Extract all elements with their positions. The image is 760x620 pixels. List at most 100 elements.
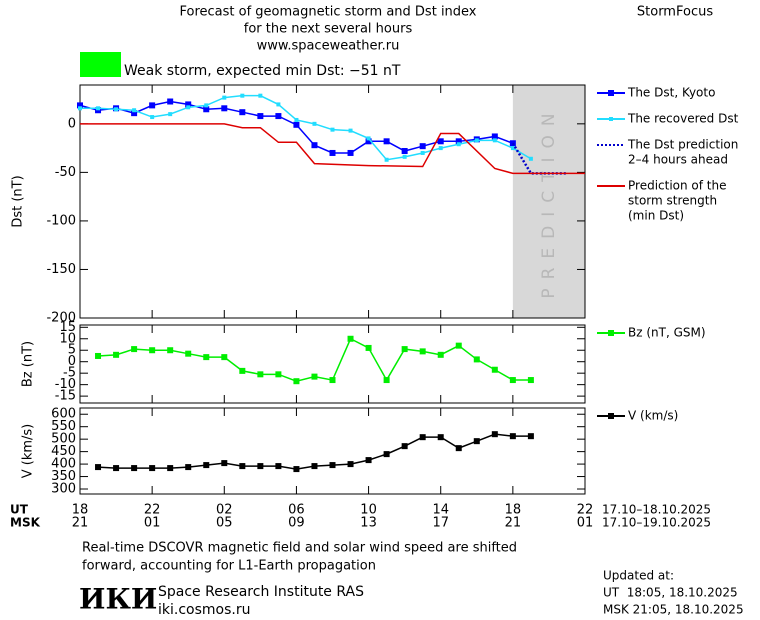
point — [96, 106, 101, 111]
x-tick-label: 02 — [216, 503, 233, 518]
point — [527, 377, 534, 384]
point — [473, 438, 480, 445]
point — [78, 106, 82, 111]
point — [167, 347, 174, 354]
point — [384, 157, 389, 162]
y-tick-label: 15 — [59, 320, 76, 335]
point — [168, 112, 173, 117]
x-tick-label-msk: 13 — [360, 516, 377, 531]
point — [330, 127, 335, 132]
point — [221, 354, 228, 361]
point — [276, 102, 281, 107]
point — [203, 462, 210, 469]
point — [509, 377, 516, 384]
legend-label: V (km/s) — [628, 409, 678, 423]
point — [294, 117, 299, 122]
title-line: Forecast of geomagnetic storm and Dst in… — [179, 5, 476, 20]
point — [311, 463, 318, 470]
point — [474, 138, 479, 143]
y-axis-label: V (km/s) — [21, 424, 36, 479]
plot-frame — [79, 324, 586, 404]
legend-label: Bz (nT, GSM) — [628, 326, 706, 340]
updated: UT 18:05, 18.10.2025 — [603, 586, 738, 600]
legend-marker — [609, 117, 613, 121]
y-tick-label: 0 — [68, 354, 76, 369]
x-tick-label: 22 — [577, 503, 594, 518]
point — [167, 98, 174, 105]
point — [347, 335, 354, 342]
legend-marker — [608, 330, 614, 336]
site: iki.cosmos.ru — [158, 602, 250, 618]
msk-label: MSK — [10, 516, 41, 530]
point — [419, 348, 426, 355]
legend-label: (min Dst) — [628, 209, 684, 223]
y-axis-label: Dst (nT) — [11, 175, 26, 227]
x-tick-label-msk: 09 — [288, 516, 305, 531]
point — [275, 463, 282, 470]
point — [113, 465, 120, 472]
footer-note: forward, accounting for L1-Earth propaga… — [82, 559, 376, 574]
point — [329, 149, 336, 156]
footer-note: Real-time DSCOVR magnetic field and sola… — [82, 541, 517, 556]
point — [456, 142, 461, 147]
point — [132, 108, 137, 113]
point — [329, 377, 336, 384]
point — [114, 107, 119, 112]
y-tick-label: -10 — [55, 377, 76, 392]
x-tick-label: 22 — [144, 503, 161, 518]
y-tick-label: -200 — [46, 311, 76, 326]
y-tick-label: 550 — [51, 419, 76, 434]
legend-label: 2–4 hours ahead — [628, 153, 728, 167]
point — [491, 133, 498, 140]
point — [420, 150, 425, 155]
point — [455, 342, 462, 349]
institute: Space Research Institute RAS — [158, 584, 364, 600]
point — [275, 113, 282, 120]
point — [203, 354, 210, 361]
point — [293, 121, 300, 128]
x-tick-label-msk: 21 — [72, 516, 89, 531]
y-tick-label: 5 — [68, 343, 76, 358]
point — [257, 371, 264, 378]
x-tick-label-msk: 01 — [144, 516, 161, 531]
series-line — [80, 123, 585, 175]
point — [257, 463, 264, 470]
point — [419, 434, 426, 441]
point — [257, 113, 264, 120]
x-tick-label-msk: 05 — [216, 516, 233, 531]
point — [437, 434, 444, 441]
point — [437, 138, 444, 145]
point — [113, 351, 120, 358]
y-axis-label: Bz (nT) — [21, 341, 36, 387]
point — [221, 460, 228, 467]
point — [491, 431, 498, 438]
x-tick-label: 18 — [72, 503, 89, 518]
point — [311, 373, 318, 380]
y-tick-label: 350 — [51, 469, 76, 484]
point — [131, 346, 138, 353]
point — [222, 95, 227, 100]
point — [383, 377, 390, 384]
legend-label: The Dst, Kyoto — [627, 86, 715, 100]
point — [401, 148, 408, 155]
point — [293, 466, 300, 473]
point — [185, 464, 192, 471]
point — [348, 128, 353, 133]
point — [203, 106, 210, 113]
point — [473, 356, 480, 363]
y-tick-label: 300 — [51, 482, 76, 497]
point — [365, 457, 372, 464]
point — [527, 433, 534, 440]
point — [239, 367, 246, 374]
legend-label: The recovered Dst — [627, 112, 739, 126]
x-tick-label: 18 — [505, 503, 522, 518]
point — [186, 105, 191, 110]
title-line: www.spaceweather.ru — [257, 39, 400, 54]
x-tick-label-msk: 21 — [505, 516, 522, 531]
ut-range: 17.10–18.10.2025 — [602, 503, 711, 517]
brand: StormFocus — [637, 5, 713, 20]
point — [347, 149, 354, 156]
point — [239, 463, 246, 470]
title-line: for the next several hours — [244, 22, 413, 37]
